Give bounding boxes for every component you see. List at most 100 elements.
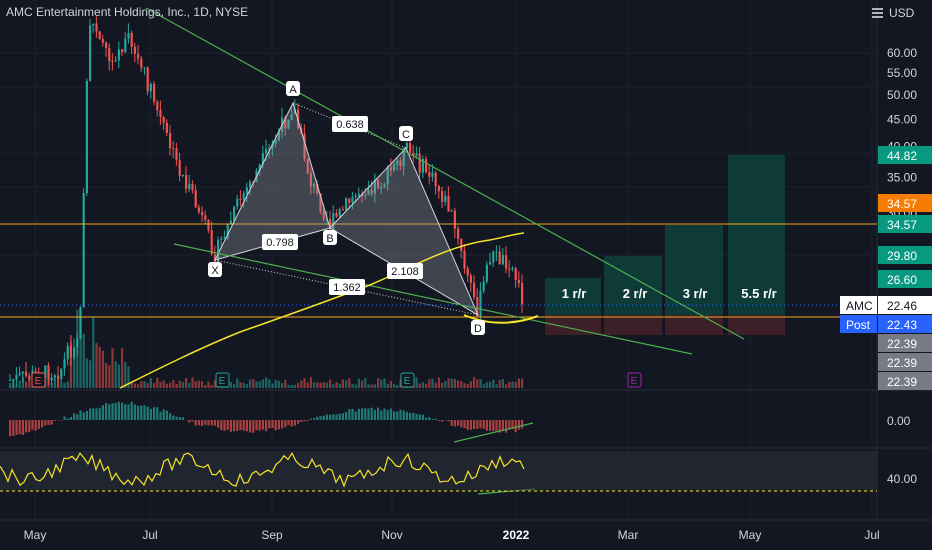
volume-bar [418, 383, 421, 388]
volume-bar [101, 350, 104, 388]
currency-label[interactable]: USD [889, 6, 915, 20]
histogram-bar [361, 408, 364, 420]
histogram-bar [389, 408, 392, 420]
price-label: 34.57 [887, 218, 917, 232]
candle-body [172, 148, 175, 150]
histogram-bar [345, 412, 348, 420]
candle-body [108, 47, 111, 62]
candle-body [89, 25, 92, 81]
candle-body [357, 193, 360, 196]
candle-body [457, 228, 460, 239]
candle-body [188, 183, 191, 189]
volume-bar [47, 381, 50, 388]
histogram-bar [239, 420, 242, 431]
candle-body [473, 282, 476, 298]
candle-body [284, 117, 287, 129]
volume-bar [12, 380, 15, 388]
histogram-bar [514, 420, 517, 433]
menu-icon[interactable] [872, 8, 883, 18]
rr-box-1-profit [545, 278, 601, 315]
histogram-bar [207, 420, 210, 426]
histogram-bar [18, 420, 21, 435]
histogram-bar [450, 420, 453, 426]
x-tick-label: Mar [618, 528, 639, 542]
candle-body [460, 238, 463, 251]
histogram-bar [31, 420, 34, 430]
volume-bar [130, 382, 133, 388]
volume-bar [332, 384, 335, 388]
candle-body [12, 379, 15, 381]
candle-body [265, 149, 268, 154]
harmonic-pattern[interactable] [214, 101, 480, 317]
y-tick-label: 50.00 [887, 88, 917, 102]
histogram-bar [316, 416, 319, 420]
histogram-bar [332, 414, 335, 420]
volume-bar [175, 384, 178, 388]
candle-body [217, 239, 220, 264]
event-marker[interactable] [400, 372, 415, 388]
histogram-bar [201, 420, 204, 427]
candle-body [201, 212, 204, 216]
candle-body [181, 175, 184, 177]
trend-lines[interactable] [145, 7, 745, 495]
volume-bar [428, 379, 431, 388]
candle-body [165, 122, 168, 134]
candle-body [162, 117, 165, 123]
histogram-bar [354, 411, 357, 420]
y-tick-label: 35.00 [887, 170, 917, 184]
volume-bar [50, 382, 53, 388]
pattern-point-label: X [211, 265, 219, 277]
price-label-tag-bg [840, 296, 877, 314]
histogram-bar [473, 420, 476, 430]
event-marker[interactable] [215, 372, 230, 388]
candle-body [21, 371, 24, 374]
event-marker-label: E [219, 376, 226, 387]
volume-bar [348, 378, 351, 388]
price-label-bg [878, 270, 932, 288]
pattern-line-xb [214, 227, 331, 261]
volume-bar [162, 380, 165, 388]
candle-body [98, 31, 101, 40]
histogram-bar [297, 420, 300, 424]
candle-body [434, 172, 437, 186]
price-label: 22.43 [887, 318, 917, 332]
pattern-ratio-bg [387, 263, 423, 279]
candle-body [18, 373, 21, 375]
curve-highlight [463, 314, 539, 324]
candle-body [373, 180, 376, 194]
volume-bar [482, 384, 485, 388]
volume-bar [505, 384, 508, 388]
volume-bar [92, 316, 95, 388]
price-label-tag-bg [840, 315, 877, 333]
volume-bar [460, 381, 463, 388]
histogram-bar [306, 420, 309, 422]
histogram-bar [111, 403, 114, 420]
histogram-bar [377, 407, 380, 420]
candle-body [73, 347, 76, 358]
pattern-point-bg [208, 262, 222, 277]
volume-bar [463, 383, 466, 388]
y-tick-label: 55.00 [887, 66, 917, 80]
histogram-bar [431, 419, 434, 420]
histogram-bar [386, 410, 389, 420]
time-axis[interactable]: May Jul Sep Nov 2022 Mar May Jul [24, 528, 880, 542]
candle-body [482, 281, 485, 292]
candle-body [370, 190, 373, 194]
price-labels: 44.82 34.57 34.57 29.80 26.60 22.46 AMC 22.43 Po… [840, 146, 932, 333]
candle-body [277, 131, 280, 141]
volume-bar [306, 382, 309, 388]
event-marker[interactable] [31, 372, 46, 388]
volume-bar [277, 380, 280, 388]
histogram-bar [137, 405, 140, 420]
histogram-bar [153, 407, 156, 420]
histogram-bar [271, 420, 274, 429]
histogram-bar [457, 420, 460, 426]
histogram-bar [261, 420, 264, 430]
histogram-bar [188, 420, 191, 423]
histogram-bar [249, 420, 252, 433]
volume-bar [396, 384, 399, 388]
volume-bar [258, 381, 261, 388]
event-marker[interactable] [627, 372, 642, 388]
